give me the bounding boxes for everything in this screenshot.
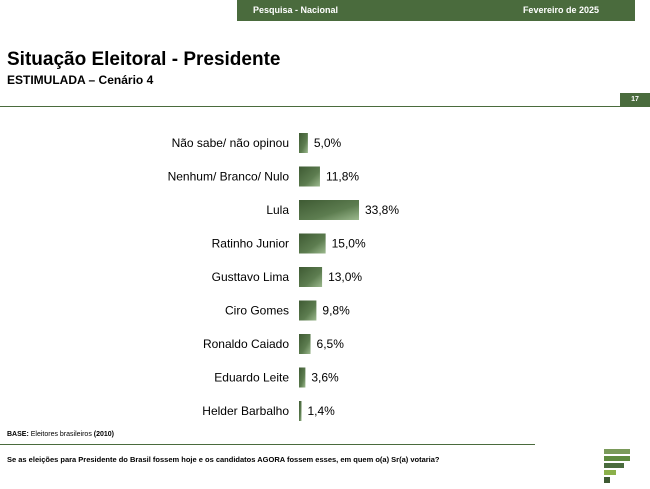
page-subtitle: ESTIMULADA – Cenário 4 [7, 73, 154, 87]
bar [299, 367, 306, 388]
category-label: Ciro Gomes [225, 304, 289, 318]
bar [299, 267, 323, 287]
value-label: 3,6% [311, 371, 339, 385]
category-label: Nenhum/ Branco/ Nulo [168, 170, 290, 184]
value-label: 5,0% [314, 136, 342, 150]
bar [299, 300, 317, 321]
bar [299, 133, 308, 153]
category-label: Helder Barbalho [202, 404, 289, 418]
value-label: 6,5% [317, 337, 345, 351]
header-divider [0, 106, 620, 107]
page-title: Situação Eleitoral - Presidente [7, 49, 281, 70]
category-label: Não sabe/ não opinou [172, 136, 289, 150]
brand-logo-icon [604, 449, 630, 483]
value-label: 33,8% [365, 203, 399, 217]
base-label: BASE: [7, 431, 29, 438]
base-text: Eleitores brasileiros [30, 431, 92, 438]
bar [299, 166, 320, 187]
category-label: Lula [266, 203, 289, 217]
bar [299, 233, 326, 254]
date-label: Fevereiro de 2025 [522, 5, 599, 15]
footer-divider [0, 444, 535, 445]
bar [299, 401, 302, 421]
category-label: Gusttavo Lima [212, 270, 290, 284]
category-label: Ronaldo Caiado [203, 337, 289, 351]
category-label: Ratinho Junior [212, 237, 289, 251]
base-note: BASE: Eleitores brasileiros (2010) [7, 431, 114, 438]
value-label: 9,8% [322, 304, 350, 318]
value-label: 11,8% [326, 170, 359, 184]
base-count: (2010) [93, 431, 115, 438]
survey-question: Se as eleições para Presidente do Brasil… [7, 455, 440, 464]
value-label: 15,0% [332, 237, 366, 251]
survey-label: Pesquisa - Nacional [253, 5, 339, 15]
bar [299, 200, 359, 220]
header-bar: Pesquisa - Nacional Fevereiro de 2025 [237, 0, 635, 21]
page-number-badge: 17 [620, 93, 650, 107]
value-label: 1,4% [307, 404, 335, 418]
bar [299, 334, 311, 354]
value-label: 13,0% [328, 270, 362, 284]
category-label: Eduardo Leite [214, 371, 289, 385]
